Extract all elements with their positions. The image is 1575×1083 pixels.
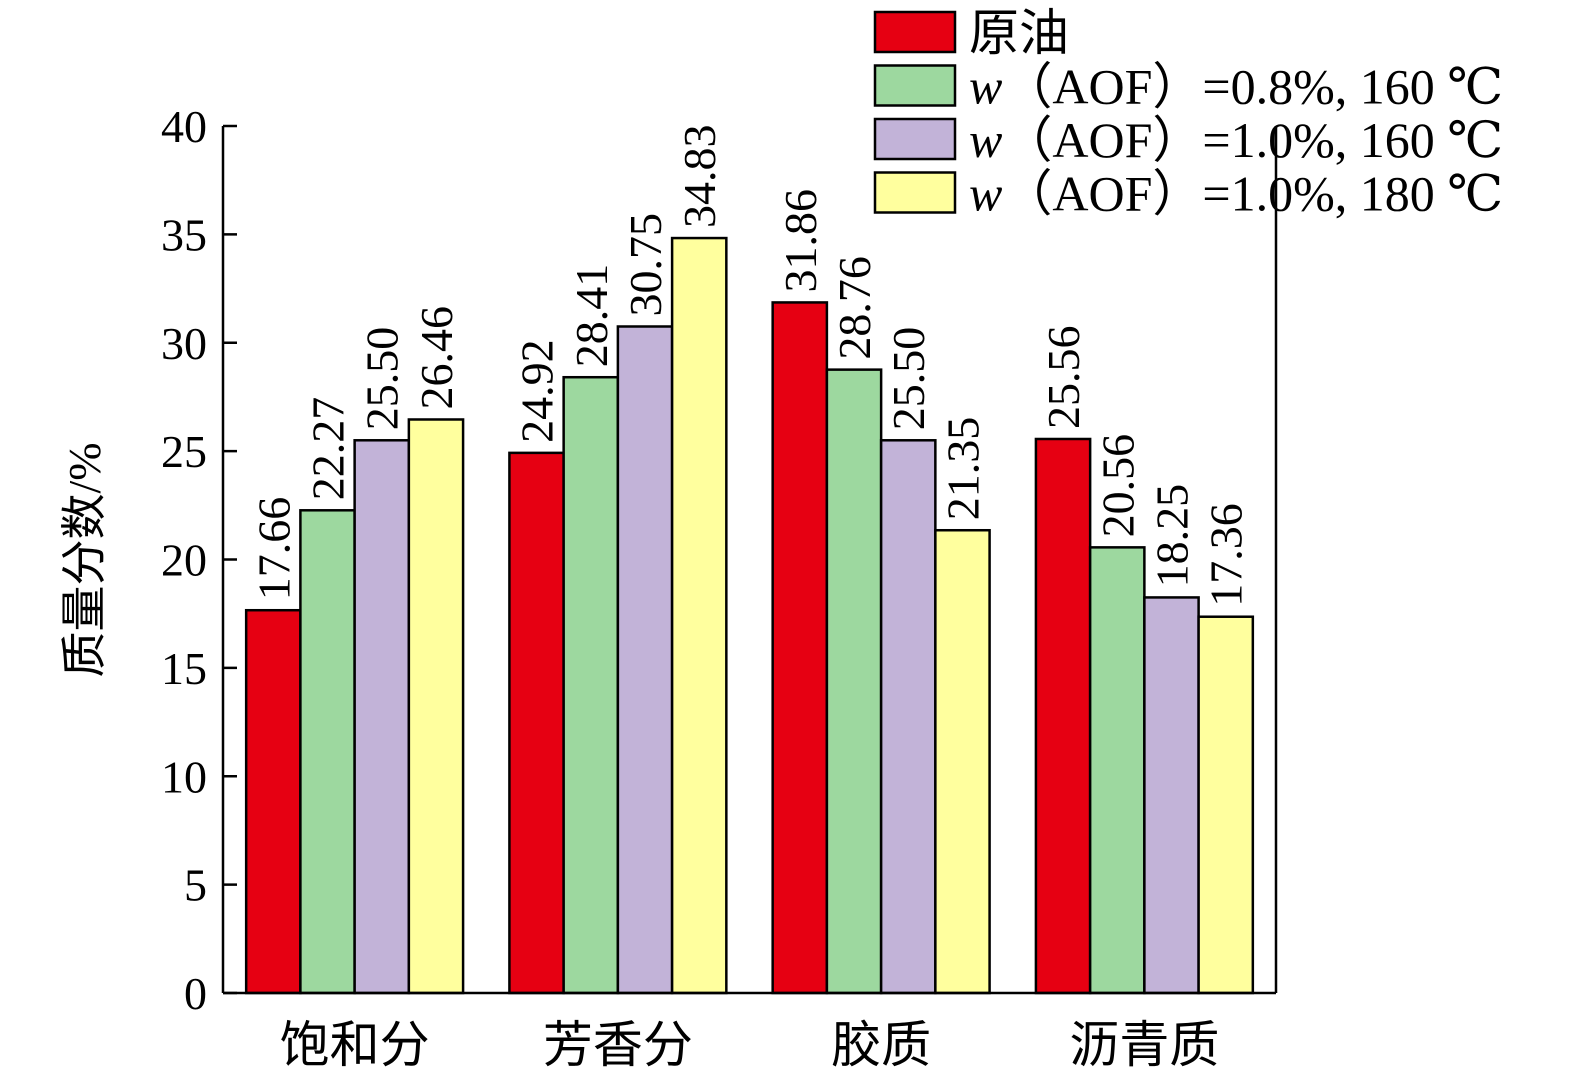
legend-swatch	[873, 10, 957, 54]
y-tick-label: 40	[161, 101, 207, 152]
bar-value-label: 26.46	[411, 306, 462, 410]
bar	[562, 375, 620, 995]
legend-variable: w	[969, 166, 1002, 222]
bar	[299, 509, 356, 995]
y-tick-label: 5	[184, 860, 207, 911]
legend-label: w（AOF）=1.0%, 180 ℃	[969, 166, 1503, 222]
bar	[353, 439, 411, 995]
bar-value-label: 25.50	[883, 327, 934, 431]
bar	[934, 528, 991, 995]
bar	[1088, 546, 1146, 995]
bar	[1034, 437, 1092, 995]
legend-text: （AOF）=1.0%, 160 ℃	[1002, 112, 1503, 168]
x-category-labels: 饱和分 芳香分 胶质 沥青质	[280, 1017, 1220, 1073]
y-tick-label: 10	[161, 751, 207, 802]
bar	[1197, 615, 1255, 995]
bar-value-label: 30.75	[620, 213, 671, 317]
y-tick-label: 0	[184, 968, 207, 1019]
legend-text: （AOF）=1.0%, 180 ℃	[1002, 166, 1503, 222]
bar	[244, 608, 302, 995]
bar-value-label: 25.50	[357, 327, 408, 431]
legend-swatch	[873, 64, 957, 107]
legend-text: （AOF）=0.8%, 160 ℃	[1002, 59, 1503, 115]
bar-value-label: 22.27	[303, 397, 354, 501]
y-axis-label: 质量分数/%	[59, 442, 110, 677]
bar	[1143, 596, 1200, 995]
bars	[244, 236, 1255, 995]
bar-value-label: 34.83	[674, 125, 725, 229]
x-category-label: 沥青质	[1069, 1017, 1219, 1073]
legend-label: w（AOF）=1.0%, 160 ℃	[969, 112, 1503, 168]
bar	[407, 418, 465, 995]
x-category-label: 胶质	[831, 1017, 931, 1073]
bar	[508, 451, 565, 995]
bar-value-label: 28.41	[566, 264, 617, 368]
bar-value-label: 24.92	[512, 339, 563, 443]
legend-label: 原油	[969, 5, 1069, 61]
bar-value-label: 31.86	[775, 189, 826, 293]
y-tick-label: 15	[161, 643, 207, 694]
bar	[771, 301, 829, 995]
legend-swatch	[873, 171, 957, 214]
bar-value-label: 28.76	[829, 256, 880, 360]
legend-variable: w	[969, 112, 1002, 168]
bar	[616, 325, 674, 995]
legend-text: 原油	[969, 5, 1069, 61]
legend: 原油w（AOF）=0.8%, 160 ℃w（AOF）=1.0%, 160 ℃w（…	[873, 5, 1503, 222]
y-tick-label: 30	[161, 318, 207, 369]
y-tick-label: 20	[161, 535, 207, 586]
bar-value-label: 20.56	[1092, 434, 1143, 538]
y-tick-label: 25	[161, 426, 207, 477]
bar	[825, 368, 883, 995]
x-category-label: 芳香分	[543, 1017, 693, 1073]
bar-value-label: 17.36	[1201, 503, 1252, 607]
bar	[879, 439, 937, 995]
bar-value-label: 17.66	[248, 497, 299, 601]
y-tick-label: 35	[161, 209, 207, 260]
y-ticks: 0 5 10 15 20 25 30 35 40	[161, 101, 237, 1019]
bar-value-label: 21.35	[937, 417, 988, 521]
legend-label: w（AOF）=0.8%, 160 ℃	[969, 59, 1503, 115]
bar-value-label: 25.56	[1038, 325, 1089, 429]
legend-variable: w	[969, 59, 1002, 115]
bar-value-label: 18.25	[1146, 484, 1197, 588]
legend-swatch	[873, 117, 957, 161]
x-category-label: 饱和分	[280, 1017, 430, 1073]
bar	[670, 236, 728, 995]
